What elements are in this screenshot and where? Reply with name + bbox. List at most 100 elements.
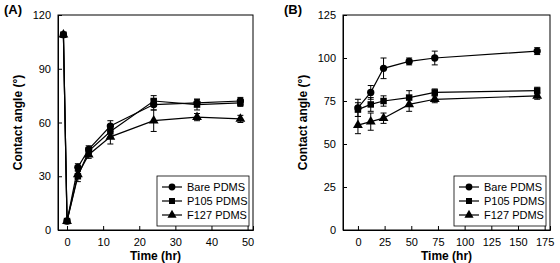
error-bar [432, 51, 438, 65]
data-point [380, 65, 387, 72]
data-point [404, 99, 414, 108]
tick: 0 [330, 224, 347, 236]
x-axis: 01020304050 [59, 226, 255, 248]
data-point [380, 98, 386, 104]
tick: 100 [318, 52, 347, 64]
plot-area [353, 47, 542, 133]
tick-mark [58, 69, 62, 70]
tick: 0 [45, 224, 62, 236]
tick-label: 25 [379, 236, 391, 248]
tick: 75 [432, 226, 444, 248]
tick-mark [518, 226, 519, 230]
tick: 30 [39, 170, 62, 182]
tick-label: 20 [134, 236, 146, 248]
tick: 125 [483, 226, 501, 248]
legend-box [157, 176, 249, 226]
tick-mark [465, 226, 466, 230]
legend-item: F127 PDMS [162, 209, 247, 221]
data-point [58, 29, 68, 38]
data-point [368, 101, 374, 107]
legend-marker [464, 210, 473, 218]
legend-item: P105 PDMS [459, 195, 545, 207]
series-line [358, 96, 537, 125]
error-bar [534, 48, 540, 55]
tick: 30 [170, 226, 182, 248]
legend-marker [169, 198, 175, 204]
tick-mark [58, 15, 62, 16]
x-axis: 0 25 50 75 100 125 150 175 [344, 226, 555, 248]
tick-label: 0 [45, 224, 51, 236]
data-point [430, 94, 440, 103]
axis-line [344, 16, 348, 231]
legend-label: F127 PDMS [484, 209, 544, 221]
data-point [367, 89, 374, 96]
tick: 50 [324, 138, 347, 150]
y-axis: 0 25 50 75 100 125 [318, 9, 347, 236]
tick-label: 30 [39, 170, 51, 182]
error-bar [355, 103, 361, 117]
tick-mark [343, 15, 347, 16]
data-point [192, 111, 202, 120]
data-point [237, 100, 243, 106]
tick: 120 [33, 9, 62, 21]
x-axis-title: Time (hr) [130, 249, 181, 263]
axis-line [344, 226, 551, 231]
legend-label: Bare PDMS [187, 181, 245, 193]
error-bar [368, 98, 374, 112]
tick: 60 [39, 117, 62, 129]
data-point [84, 149, 94, 158]
error-bar [151, 96, 157, 107]
tick-label: 100 [456, 236, 474, 248]
data-point [235, 113, 245, 122]
tick-mark [385, 226, 386, 230]
tick-mark [67, 226, 68, 230]
tick-label: 75 [432, 236, 444, 248]
y-axis: 0306090120 [33, 9, 62, 236]
data-point [150, 98, 156, 104]
panel-title: (A) [4, 2, 22, 17]
error-bar [406, 58, 412, 65]
tick: 150 [509, 226, 527, 248]
plot-frame [58, 15, 253, 230]
data-point [534, 47, 541, 54]
tick: 20 [134, 226, 146, 248]
data-point [355, 106, 361, 112]
y-axis-title: Contact angle (°) [296, 75, 310, 170]
legend-marker [167, 210, 176, 218]
error-bar [237, 99, 243, 106]
tick-label: 125 [318, 9, 336, 21]
data-point [149, 115, 159, 124]
tick-label: 50 [406, 236, 418, 248]
panel-title: (B) [284, 2, 302, 17]
legend-item: P105 PDMS [162, 195, 248, 207]
tick-label: 50 [242, 236, 254, 248]
tick-mark [545, 226, 546, 230]
tick-mark [139, 226, 140, 230]
data-point [379, 113, 389, 122]
tick: 0 [355, 226, 361, 248]
data-point [105, 131, 115, 140]
tick-mark [58, 230, 62, 231]
data-point [353, 119, 363, 128]
data-point [194, 101, 200, 107]
tick-mark [343, 230, 347, 231]
data-point [532, 90, 542, 99]
tick: 75 [324, 95, 347, 107]
tick: 25 [379, 226, 391, 248]
tick: 50 [406, 226, 418, 248]
tick-mark [211, 226, 212, 230]
series-line [358, 91, 537, 110]
tick-mark [103, 226, 104, 230]
tick-label: 25 [324, 181, 336, 193]
tick-label: 50 [324, 138, 336, 150]
tick: 175 [536, 226, 554, 248]
tick: 100 [456, 226, 474, 248]
error-bar [381, 96, 387, 106]
tick-mark [343, 187, 347, 188]
tick-label: 10 [98, 236, 110, 248]
x-axis-title: Time (hr) [421, 249, 472, 263]
panel: 0 25 50 75 100 125 150 175 0 25 50 75 100 125 Time (hr… [284, 2, 554, 263]
tick-label: 60 [39, 117, 51, 129]
data-point [431, 54, 438, 61]
data-point [405, 58, 412, 65]
